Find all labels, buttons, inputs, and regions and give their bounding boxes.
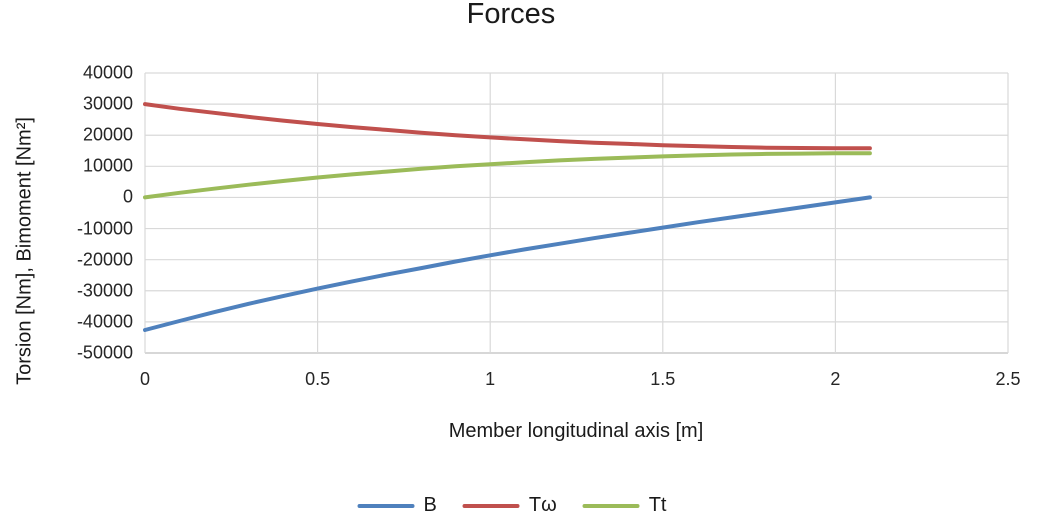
x-axis-title: Member longitudinal axis [m] <box>448 420 704 442</box>
x-tick-label: 0.5 <box>305 369 331 389</box>
legend-label-tw: Tω <box>528 494 557 516</box>
y-tick-label: 30000 <box>82 93 133 114</box>
chart-legend: B Tω Tt <box>357 494 667 517</box>
x-tick-label: 2.5 <box>995 369 1021 389</box>
x-tick-label: 1.5 <box>650 369 676 389</box>
series-line-B <box>143 195 872 332</box>
y-tick-label: -50000 <box>76 342 133 363</box>
series-line-Tt <box>143 151 872 200</box>
legend-item-tw: Tω <box>462 494 557 517</box>
y-tick-label: -30000 <box>76 280 133 301</box>
legend-label-tt: Tt <box>648 494 667 516</box>
chart-title: Forces <box>466 0 556 30</box>
y-tick-label: 10000 <box>82 155 133 176</box>
y-tick-label: 40000 <box>82 62 133 83</box>
y-tick-label: -40000 <box>76 311 133 332</box>
legend-item-b: B <box>357 494 437 517</box>
series-tw-line-swatch <box>462 503 520 508</box>
y-tick-label: 0 <box>122 186 133 207</box>
y-tick-label: 20000 <box>82 124 133 145</box>
series-line-Tω <box>143 102 872 151</box>
y-tick-label: -20000 <box>76 249 133 270</box>
series-tt-line-swatch <box>582 503 640 508</box>
x-tick-label: 2 <box>830 369 841 389</box>
legend-item-tt: Tt <box>582 494 667 517</box>
y-tick-label: -10000 <box>76 218 133 239</box>
x-tick-label: 1 <box>485 369 496 389</box>
legend-label-b: B <box>423 494 437 516</box>
x-tick-label: 0 <box>139 369 151 389</box>
series-b-line-swatch <box>357 503 415 508</box>
